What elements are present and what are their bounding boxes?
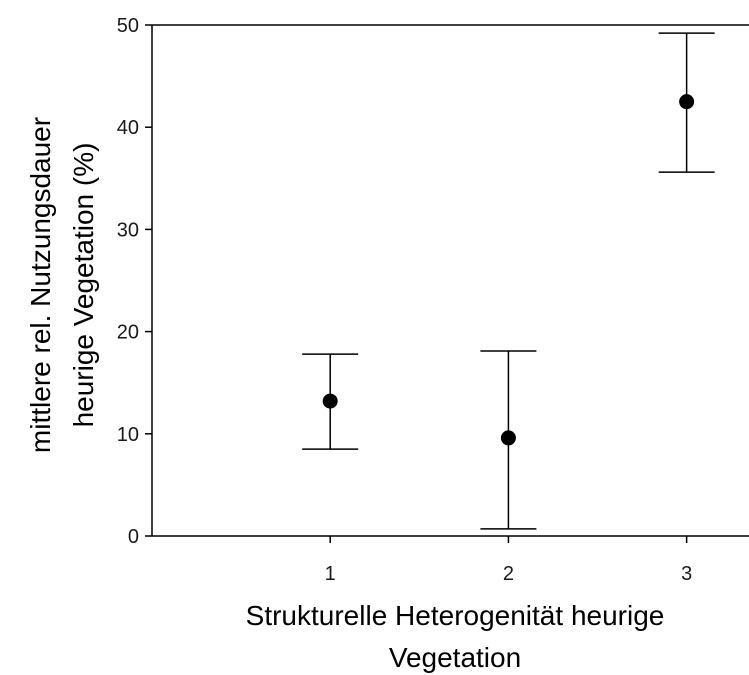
y-tick-label: 50 — [117, 15, 139, 37]
x-tick-label: 2 — [503, 563, 514, 585]
data-point-group — [658, 32, 715, 173]
y-tick-label: 0 — [128, 526, 139, 548]
data-marks — [302, 32, 715, 530]
x-axis-ticks: 1 2 3 — [325, 536, 692, 585]
x-tick-label: 1 — [325, 563, 336, 585]
y-axis-title-line-1: mittlere rel. Nutzungsdauer — [25, 117, 56, 453]
y-tick-label: 10 — [117, 424, 139, 446]
axes — [151, 24, 749, 537]
y-axis-title-line-2: heurige Vegetation (%) — [68, 143, 99, 428]
data-point — [500, 430, 516, 446]
data-point-group — [302, 353, 359, 450]
y-tick-label: 20 — [117, 322, 139, 344]
y-tick-label: 40 — [117, 117, 139, 139]
data-point — [679, 94, 695, 110]
data-point-group — [480, 350, 537, 530]
x-axis-title-line-2: Vegetation — [389, 642, 521, 673]
x-axis-title-line-1: Strukturelle Heterogenität heurige — [246, 600, 665, 631]
y-axis-ticks: 0 10 20 30 40 50 — [117, 15, 152, 548]
data-point — [322, 393, 338, 409]
y-tick-label: 30 — [117, 219, 139, 241]
x-tick-label: 3 — [681, 563, 692, 585]
